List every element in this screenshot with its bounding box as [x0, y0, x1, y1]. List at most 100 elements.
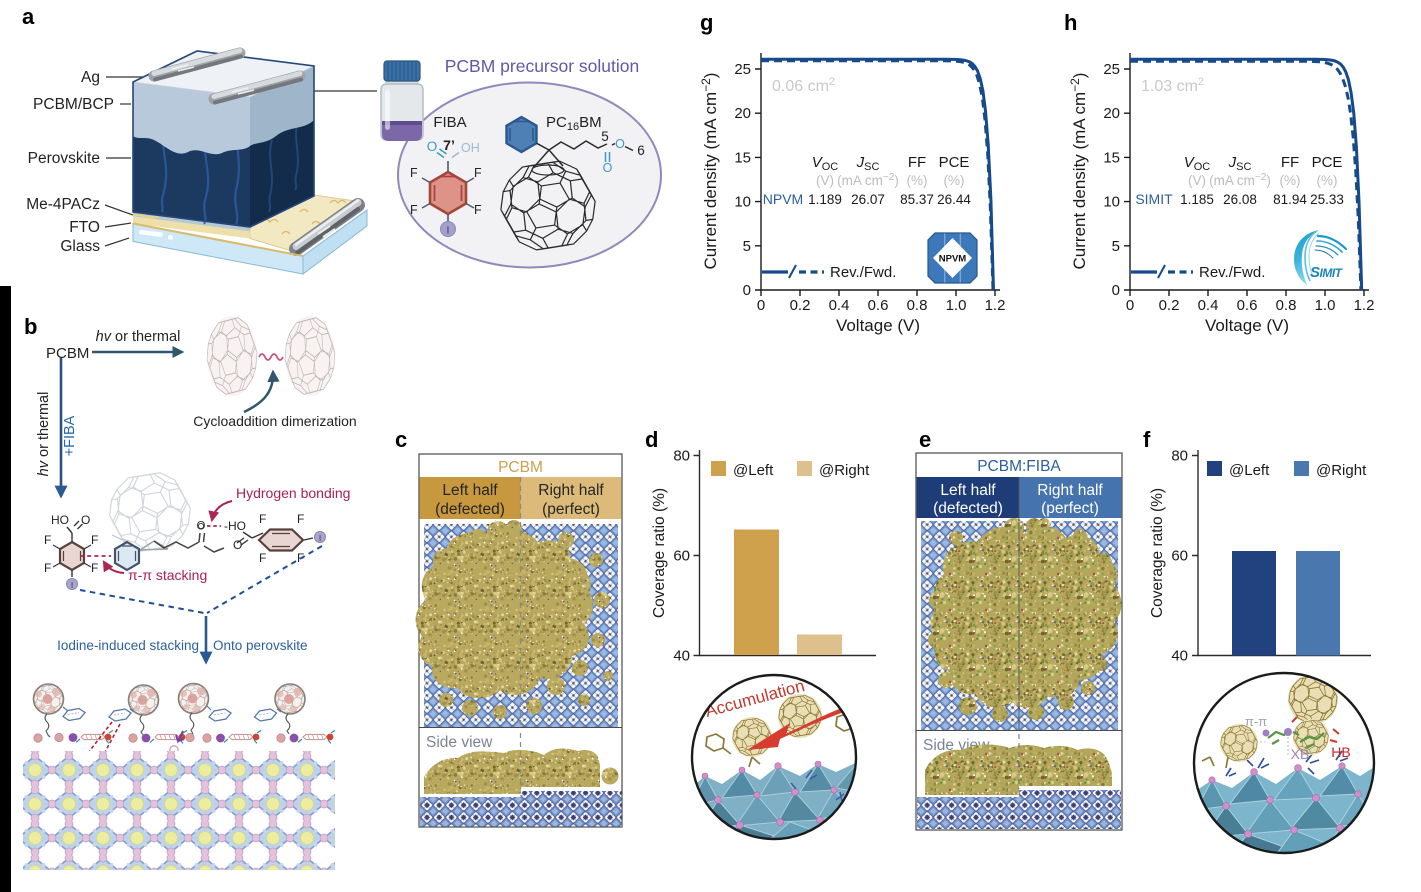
- svg-text:Left half: Left half: [940, 482, 996, 499]
- svg-text:O: O: [427, 139, 438, 154]
- svg-text:JSC: JSC: [856, 154, 880, 173]
- svg-text:25: 25: [734, 61, 751, 78]
- svg-text:F: F: [259, 551, 266, 565]
- svg-text:1.0: 1.0: [946, 297, 967, 314]
- svg-text:0: 0: [743, 282, 751, 299]
- svg-text:VOC: VOC: [812, 154, 839, 173]
- svg-text:25: 25: [1103, 61, 1120, 78]
- svg-text:26.08: 26.08: [1223, 192, 1257, 207]
- svg-text:π-π stacking: π-π stacking: [128, 567, 207, 583]
- svg-text:Ag: Ag: [81, 69, 100, 86]
- svg-text:d: d: [645, 427, 658, 452]
- svg-text:0: 0: [757, 297, 765, 314]
- svg-text:(%): (%): [907, 173, 928, 188]
- svg-text:b: b: [24, 314, 37, 339]
- svg-text:40: 40: [1171, 648, 1188, 665]
- svg-text:+FIBA: +FIBA: [62, 415, 78, 456]
- svg-text:60: 60: [673, 548, 690, 565]
- svg-text:(%): (%): [944, 173, 965, 188]
- svg-text:F: F: [259, 512, 266, 526]
- svg-text:5: 5: [1112, 238, 1120, 255]
- svg-text:F: F: [410, 166, 418, 180]
- svg-text:(perfect): (perfect): [542, 501, 600, 518]
- svg-text:15: 15: [1103, 149, 1120, 166]
- svg-text:Hydrogen bonding: Hydrogen bonding: [236, 485, 350, 501]
- svg-text:20: 20: [734, 105, 751, 122]
- svg-text:@Right: @Right: [819, 462, 870, 479]
- svg-text:@Left: @Left: [733, 462, 774, 479]
- svg-text:f: f: [1143, 427, 1151, 452]
- svg-text:0: 0: [1112, 282, 1120, 299]
- svg-text:OH: OH: [461, 141, 480, 155]
- svg-text:0.4: 0.4: [829, 297, 850, 314]
- svg-text:hv or thermal: hv or thermal: [96, 329, 181, 345]
- svg-text:O: O: [81, 513, 90, 527]
- svg-text:Side view: Side view: [426, 734, 493, 751]
- svg-text:PCBM:FIBA: PCBM:FIBA: [977, 458, 1061, 475]
- svg-text:(defected): (defected): [933, 500, 1003, 517]
- svg-text:0.6: 0.6: [868, 297, 889, 314]
- svg-text:Right half: Right half: [1037, 482, 1103, 499]
- svg-text:h: h: [1064, 10, 1077, 35]
- svg-text:c: c: [395, 427, 407, 452]
- svg-text:Coverage ratio (%): Coverage ratio (%): [1149, 488, 1166, 618]
- svg-text:O: O: [233, 538, 242, 552]
- svg-text:0.06 cm2: 0.06 cm2: [772, 76, 835, 95]
- svg-text:0.4: 0.4: [1198, 297, 1219, 314]
- svg-text:1.0: 1.0: [1315, 297, 1336, 314]
- svg-text:F: F: [44, 533, 51, 547]
- svg-text:5: 5: [743, 238, 751, 255]
- svg-text:Glass: Glass: [60, 238, 100, 255]
- svg-text:1.185: 1.185: [1180, 192, 1214, 207]
- svg-text:FIBA: FIBA: [433, 114, 466, 131]
- svg-text:-HO: -HO: [224, 519, 246, 533]
- svg-text:Rev./Fwd.: Rev./Fwd.: [1199, 264, 1265, 281]
- svg-text:0.2: 0.2: [1159, 297, 1180, 314]
- svg-text:7’: 7’: [443, 137, 455, 153]
- svg-text:(mA cm−2): (mA cm−2): [1209, 172, 1271, 188]
- svg-text:(V): (V): [1188, 173, 1206, 188]
- svg-text:1.2: 1.2: [1354, 297, 1375, 314]
- svg-text:Coverage ratio (%): Coverage ratio (%): [651, 488, 668, 618]
- svg-text:NPVM: NPVM: [939, 254, 967, 265]
- svg-text:F: F: [474, 203, 482, 217]
- svg-text:80: 80: [673, 448, 690, 465]
- svg-text:Cycloaddition dimerization: Cycloaddition dimerization: [193, 413, 356, 429]
- svg-text:Left half: Left half: [442, 482, 498, 499]
- svg-text:XB: XB: [1291, 746, 1310, 762]
- svg-text:π-π: π-π: [1245, 714, 1267, 729]
- svg-text:HB: HB: [1331, 744, 1350, 760]
- svg-text:FTO: FTO: [69, 219, 100, 236]
- svg-text:O: O: [603, 161, 613, 175]
- svg-text:@Right: @Right: [1316, 462, 1367, 479]
- svg-text:PCBM: PCBM: [46, 345, 89, 362]
- svg-text:F: F: [91, 533, 98, 547]
- svg-text:1.189: 1.189: [808, 192, 842, 207]
- svg-text:F: F: [44, 561, 51, 575]
- svg-text:(%): (%): [1280, 173, 1301, 188]
- svg-text:20: 20: [1103, 105, 1120, 122]
- svg-text:a: a: [22, 4, 35, 29]
- svg-text:0.8: 0.8: [907, 297, 928, 314]
- svg-text:HO: HO: [51, 513, 69, 527]
- svg-text:Iodine-induced stacking: Iodine-induced stacking: [57, 638, 199, 653]
- svg-text:O: O: [615, 137, 625, 151]
- svg-text:F: F: [474, 166, 482, 180]
- svg-text:JSC: JSC: [1228, 154, 1252, 173]
- svg-text:6: 6: [637, 143, 645, 158]
- svg-text:@Left: @Left: [1229, 462, 1270, 479]
- svg-text:SIMIT: SIMIT: [1135, 191, 1173, 207]
- svg-text:(defected): (defected): [435, 501, 505, 518]
- svg-text:I: I: [319, 533, 321, 543]
- svg-text:FF: FF: [908, 154, 926, 171]
- svg-text:80: 80: [1171, 448, 1188, 465]
- svg-text:0.2: 0.2: [790, 297, 811, 314]
- svg-text:hv or thermal: hv or thermal: [36, 392, 52, 477]
- svg-text:15: 15: [734, 149, 751, 166]
- svg-text:(%): (%): [1317, 173, 1338, 188]
- svg-text:Right half: Right half: [538, 482, 604, 499]
- svg-text:Perovskite: Perovskite: [28, 150, 100, 167]
- svg-text:0.8: 0.8: [1276, 297, 1297, 314]
- svg-text:PCE: PCE: [1312, 154, 1343, 171]
- svg-text:I: I: [447, 225, 450, 237]
